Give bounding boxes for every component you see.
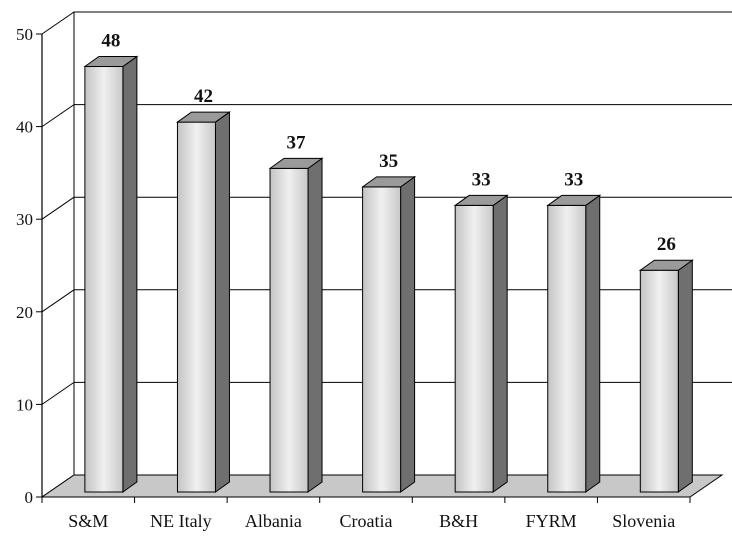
bar-top: [268, 157, 324, 169]
y-tick-label: 0: [25, 488, 34, 507]
y-tick-label: 20: [16, 303, 33, 322]
bar-side: [400, 175, 416, 493]
data-label: 33: [472, 169, 491, 190]
bar: [84, 66, 124, 493]
bar-side: [585, 194, 601, 493]
bar-1: 42: [175, 86, 232, 493]
bar: [269, 167, 309, 493]
bar-top: [83, 56, 139, 68]
bar: [547, 204, 587, 493]
bar: [639, 269, 679, 493]
x-tick-label: S&M: [68, 511, 108, 531]
bar-side: [214, 111, 230, 493]
data-label: 35: [379, 151, 398, 172]
data-label: 33: [564, 169, 583, 190]
x-axis-labels: S&M NE Italy Albania Croatia B&H FYRM Slovenia: [41, 497, 691, 531]
data-label: 48: [101, 31, 120, 52]
x-tick-label: Albania: [245, 511, 302, 531]
x-tick-label: FYRM: [526, 511, 577, 531]
x-tick-label: NE Italy: [150, 511, 211, 531]
data-label: 42: [194, 86, 213, 107]
bar: [362, 186, 402, 493]
bars: 48 42 37 35 33 33 26: [83, 31, 694, 493]
gridline-side: [41, 104, 75, 128]
bar-side: [677, 259, 693, 493]
y-axis-ticks: 0 10 20 30 40 50: [16, 25, 42, 507]
data-label: 37: [287, 132, 307, 153]
bar: [454, 204, 494, 493]
y-tick-label: 30: [16, 210, 33, 229]
bar-top: [638, 259, 694, 271]
bar-top: [175, 111, 232, 123]
gridline-side: [41, 11, 75, 35]
bar-side: [122, 55, 138, 493]
bar-top: [546, 194, 602, 206]
x-tick-label: B&H: [439, 511, 478, 531]
gridline-side: [41, 381, 75, 405]
bar-side: [492, 194, 508, 493]
bar-4: 33: [453, 169, 509, 493]
x-tick-label: Croatia: [340, 511, 393, 531]
gridline-side: [41, 196, 75, 220]
y-tick-label: 40: [16, 118, 33, 137]
bar: [176, 121, 216, 493]
bar-side: [307, 157, 323, 493]
bar-0: 48: [83, 31, 139, 493]
bar-top: [453, 194, 509, 206]
bar-top: [361, 176, 417, 188]
y-tick-label: 10: [16, 395, 33, 414]
data-label: 26: [657, 234, 676, 255]
x-tick-label: Slovenia: [612, 511, 675, 531]
gridline-side: [41, 289, 75, 313]
y-tick-label: 50: [16, 25, 33, 44]
bar-5: 33: [546, 169, 602, 493]
axes: [41, 34, 690, 498]
bar-6: 26: [638, 234, 694, 493]
bar-2: 37: [268, 132, 324, 493]
bar-3: 35: [361, 151, 417, 493]
